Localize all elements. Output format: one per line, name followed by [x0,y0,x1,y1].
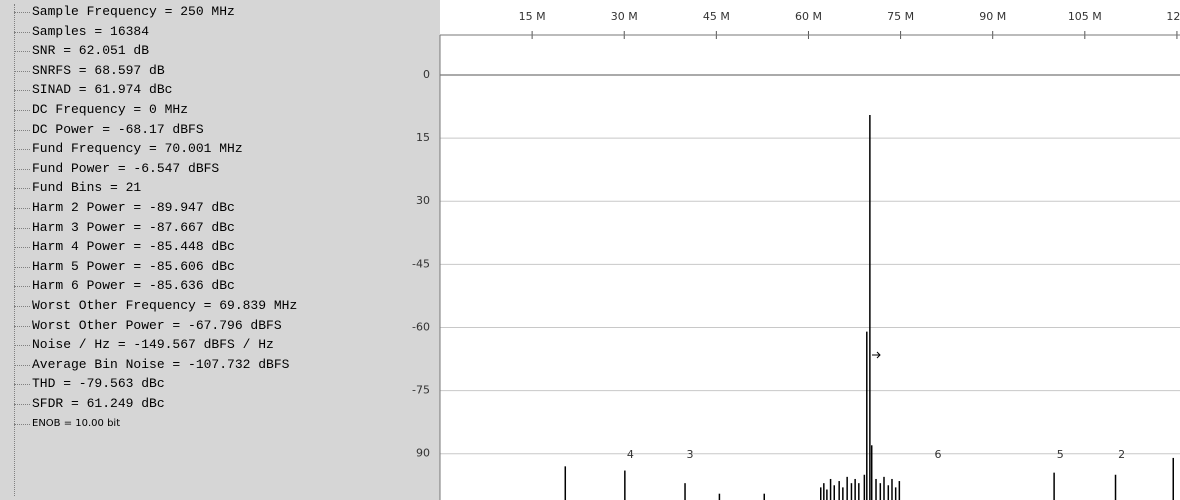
x-tick-label: 105 M [1068,10,1102,23]
x-tick-label: 75 M [887,10,914,23]
harmonic-label: 2 [1118,448,1125,461]
tree-stub [14,266,30,268]
result-item[interactable]: Worst Other Power = -67.796 dBFS [32,317,282,333]
tree-stub [14,345,30,347]
tree-stub [14,423,30,425]
tree-stub [14,168,30,170]
tree-stub [14,110,30,111]
x-tick-label: 90 M [979,10,1006,23]
x-tick-label: 30 M [611,10,638,23]
tree-stub [14,384,30,386]
marker-arrow [872,351,881,359]
result-item[interactable]: Worst Other Frequency = 69.839 MHz [32,298,298,313]
tree-stub [14,51,30,53]
result-item[interactable]: Harm 4 Power = -85.448 dBc [32,239,235,255]
result-item[interactable]: Noise / Hz = -149.567 dBFS / Hz [32,337,274,353]
result-item[interactable]: SINAD = 61.974 dBc [32,82,173,98]
y-tick-label: 0 [423,68,430,81]
result-item[interactable]: SFDR = 61.249 dBc [32,396,165,411]
tree-stub [14,31,30,33]
tree-stub [14,247,30,249]
x-tick-label: 15 M [519,10,546,23]
y-tick-label: 15 [416,131,430,144]
result-item[interactable]: Sample Frequency = 250 MHz [32,4,235,19]
tree-stub [14,149,30,151]
results-tree: Sample Frequency = 250 MHz Samples = 1638… [0,0,410,500]
y-tick-label: -75 [412,384,430,397]
y-tick-label: -60 [412,320,430,333]
harmonic-label: 4 [627,448,634,461]
tree-stub [14,325,30,327]
harmonic-label: 5 [1057,448,1064,461]
result-item[interactable]: ENOB = 10.00 bit [32,417,121,429]
result-item[interactable]: SNRFS = 68.597 dB [32,62,165,78]
tree-stub [14,364,30,366]
x-tick-label: 45 M [703,10,730,23]
tree-stub [14,12,30,13]
tree-stub [14,227,30,229]
tree-stub [14,90,30,92]
result-item[interactable]: Samples = 16384 [32,23,150,39]
tree-line [14,4,15,496]
tree-stub [14,404,30,405]
y-tick-label: 90 [416,447,430,460]
x-tick-label: 60 M [795,10,822,23]
result-item[interactable]: DC Frequency = 0 MHz [32,102,189,117]
x-tick-label: 120 [1166,10,1180,23]
results-panel: Sample Frequency = 250 MHz Samples = 1638… [0,0,440,500]
result-item[interactable]: THD = -79.563 dBc [32,376,165,392]
result-item[interactable]: Harm 2 Power = -89.947 dBc [32,200,235,215]
plot-area [440,35,1180,500]
result-item[interactable]: Average Bin Noise = -107.732 dBFS [32,356,290,372]
result-item[interactable]: Fund Power = -6.547 dBFS [32,160,220,176]
tree-stub [14,129,30,131]
result-item[interactable]: Harm 6 Power = -85.636 dBc [32,278,235,294]
y-tick-label: -45 [412,257,430,270]
result-item[interactable]: Fund Bins = 21 [32,180,142,196]
tree-stub [14,306,30,307]
tree-stub [14,70,30,72]
result-item[interactable]: SNR = 62.051 dB [32,43,150,59]
tree-stub [14,208,30,209]
harmonic-label: 6 [935,448,942,461]
result-item[interactable]: Harm 3 Power = -87.667 dBc [32,219,235,235]
y-tick-label: 30 [416,194,430,207]
tree-stub [14,188,30,190]
tree-stub [14,286,30,288]
result-item[interactable]: Harm 5 Power = -85.606 dBc [32,258,235,274]
result-item[interactable]: Fund Frequency = 70.001 MHz [32,141,243,157]
result-item[interactable]: DC Power = -68.17 dBFS [32,121,204,137]
harmonic-label: 3 [686,448,693,461]
